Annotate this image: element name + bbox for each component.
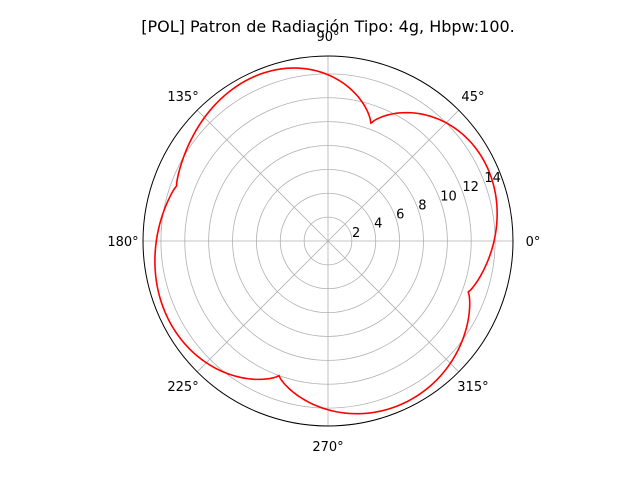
series-layer <box>154 67 498 415</box>
theta-tick-label: 225° <box>167 380 198 395</box>
radial-ring <box>303 216 353 266</box>
polar-frame <box>142 55 514 427</box>
theta-tick-label: 90° <box>316 30 339 45</box>
radial-ring <box>184 97 472 385</box>
radial-ring <box>232 145 424 337</box>
radial-ring <box>255 168 401 314</box>
polar-grid <box>142 55 514 427</box>
theta-tick-label: 180° <box>107 235 138 250</box>
chart-title: [POL] Patron de Radiación Tipo: 4g, Hbpw… <box>141 17 515 36</box>
radial-ring <box>208 121 448 361</box>
theta-tick-label: 270° <box>312 440 343 455</box>
theta-tick-label: 0° <box>526 235 541 250</box>
r-tick-label: 8 <box>418 198 426 213</box>
r-tick-label: 12 <box>462 180 479 195</box>
r-tick-label: 14 <box>484 171 501 186</box>
r-tick-label: 10 <box>440 189 457 204</box>
r-tick-label: 6 <box>396 208 404 223</box>
radiation-pattern-line <box>154 67 498 415</box>
theta-tick-label: 45° <box>461 90 484 105</box>
radial-gridline <box>196 240 329 373</box>
r-tick-label: 2 <box>352 226 360 241</box>
radial-gridline <box>327 109 460 242</box>
radial-gridline <box>196 109 329 242</box>
radial-gridline <box>327 240 460 373</box>
radial-ring <box>279 192 377 290</box>
theta-tick-label: 135° <box>167 90 198 105</box>
r-tick-label: 4 <box>374 217 382 232</box>
theta-tick-label: 315° <box>457 380 488 395</box>
